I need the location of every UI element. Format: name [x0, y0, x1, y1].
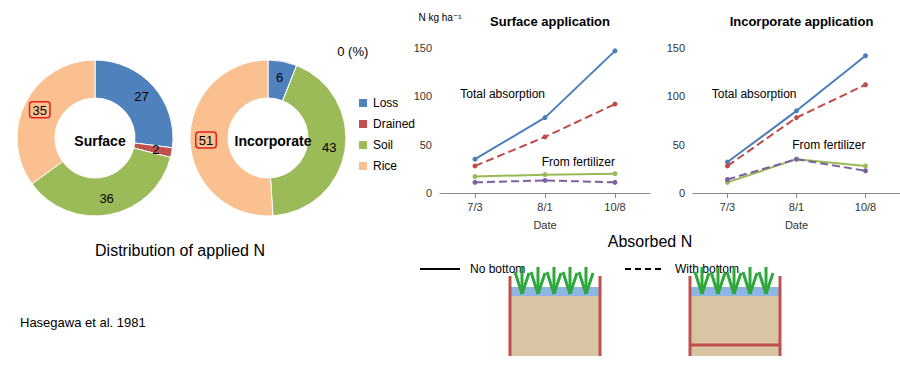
svg-text:0: 0	[679, 187, 685, 199]
svg-text:36: 36	[99, 191, 113, 206]
svg-text:Surface: Surface	[74, 133, 126, 149]
svg-text:50: 50	[673, 139, 685, 151]
svg-text:From fertilizer: From fertilizer	[792, 138, 865, 152]
svg-text:From fertilizer: From fertilizer	[542, 155, 615, 169]
svg-text:Incorporate: Incorporate	[234, 133, 311, 149]
svg-text:Surface application: Surface application	[490, 14, 610, 29]
svg-text:27: 27	[134, 89, 148, 104]
svg-text:43: 43	[322, 140, 336, 155]
svg-text:Distribution of applied N: Distribution of applied N	[95, 242, 265, 259]
svg-text:Absorbed N: Absorbed N	[608, 233, 693, 250]
svg-text:0: 0	[426, 187, 432, 199]
svg-text:8/1: 8/1	[789, 201, 804, 213]
svg-text:150: 150	[667, 42, 685, 54]
svg-text:Total absorption: Total absorption	[712, 87, 797, 101]
svg-text:N kg ha⁻¹: N kg ha⁻¹	[418, 12, 462, 23]
svg-text:7/3: 7/3	[467, 201, 482, 213]
svg-text:8/1: 8/1	[537, 201, 552, 213]
svg-text:2: 2	[152, 142, 159, 157]
svg-text:100: 100	[414, 90, 432, 102]
svg-text:Rice: Rice	[373, 159, 397, 173]
svg-text:0 (%): 0 (%)	[337, 44, 368, 59]
svg-text:7/3: 7/3	[720, 201, 735, 213]
svg-text:50: 50	[420, 139, 432, 151]
svg-text:Total absorption: Total absorption	[460, 87, 545, 101]
svg-text:Date: Date	[533, 219, 556, 231]
svg-text:100: 100	[667, 90, 685, 102]
svg-text:150: 150	[414, 42, 432, 54]
svg-text:Date: Date	[785, 219, 808, 231]
svg-text:35: 35	[33, 103, 47, 118]
svg-text:Incorporate application: Incorporate application	[730, 14, 874, 29]
svg-text:10/8: 10/8	[604, 201, 625, 213]
svg-text:No bottom: No bottom	[470, 262, 526, 276]
svg-text:Hasegawa et al. 1981: Hasegawa et al. 1981	[20, 315, 146, 330]
svg-text:Soil: Soil	[373, 138, 393, 152]
svg-text:Drained: Drained	[373, 117, 415, 131]
svg-text:Loss: Loss	[373, 96, 398, 110]
svg-text:51: 51	[199, 133, 213, 148]
svg-text:With bottom: With bottom	[675, 262, 739, 276]
svg-text:10/8: 10/8	[855, 201, 876, 213]
svg-text:6: 6	[276, 70, 283, 85]
